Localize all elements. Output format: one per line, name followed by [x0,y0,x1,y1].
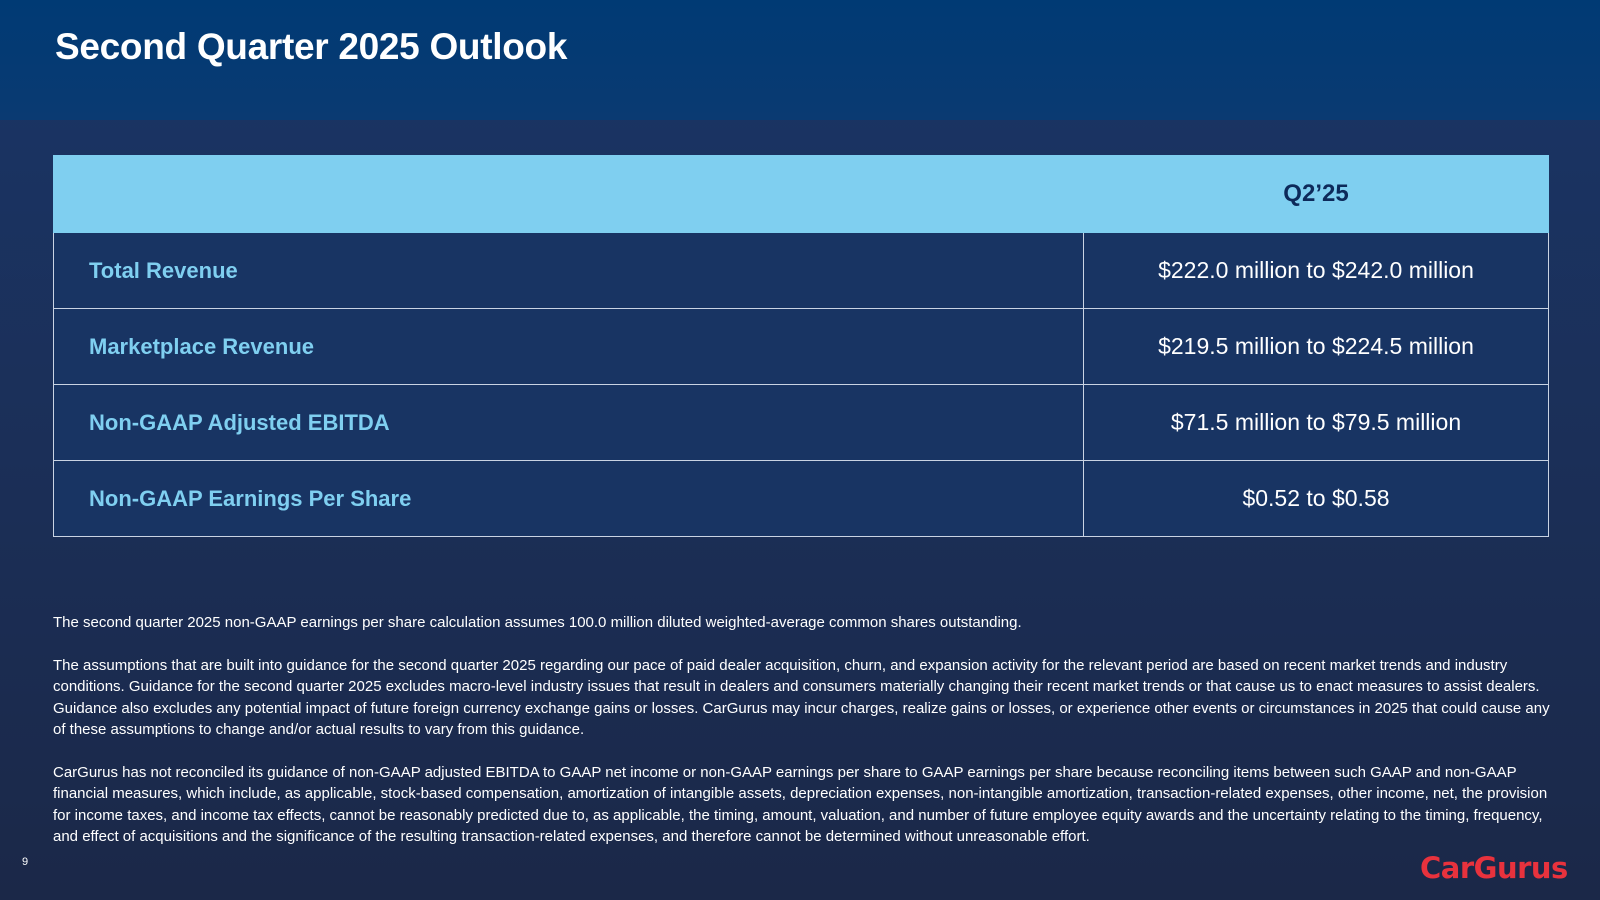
page-number: 9 [22,856,29,868]
row-metric-value: $222.0 million to $242.0 million [1083,232,1549,309]
table-row: Non-GAAP Earnings Per Share $0.52 to $0.… [53,460,1549,537]
row-metric-value: $0.52 to $0.58 [1083,460,1549,537]
table-row: Total Revenue $222.0 million to $242.0 m… [53,232,1549,309]
row-metric-value: $71.5 million to $79.5 million [1083,384,1549,461]
footnotes: The second quarter 2025 non-GAAP earning… [53,612,1553,869]
footnote-non-gaap-reconciliation: CarGurus has not reconciled its guidance… [53,763,1548,846]
slide-title: Second Quarter 2025 Outlook [55,26,568,67]
footnote-eps-shares: The second quarter 2025 non-GAAP earning… [53,614,1022,631]
row-metric-label: Total Revenue [53,232,1084,309]
table-header-row: Q2’25 [53,155,1549,233]
table-header-period: Q2’25 [1083,155,1549,233]
cargurus-logo: CarGurus [1420,851,1568,885]
row-metric-label: Non-GAAP Adjusted EBITDA [53,384,1084,461]
outlook-table: Q2’25 Total Revenue $222.0 million to $2… [53,155,1549,537]
slide-header-band [0,0,1600,120]
footnote-guidance-assumptions: The assumptions that are built into guid… [53,656,1550,739]
row-metric-label: Non-GAAP Earnings Per Share [53,460,1084,537]
row-metric-value: $219.5 million to $224.5 million [1083,308,1549,385]
table-row: Non-GAAP Adjusted EBITDA $71.5 million t… [53,384,1549,461]
row-metric-label: Marketplace Revenue [53,308,1084,385]
table-header-empty [53,155,1084,233]
table-row: Marketplace Revenue $219.5 million to $2… [53,308,1549,385]
